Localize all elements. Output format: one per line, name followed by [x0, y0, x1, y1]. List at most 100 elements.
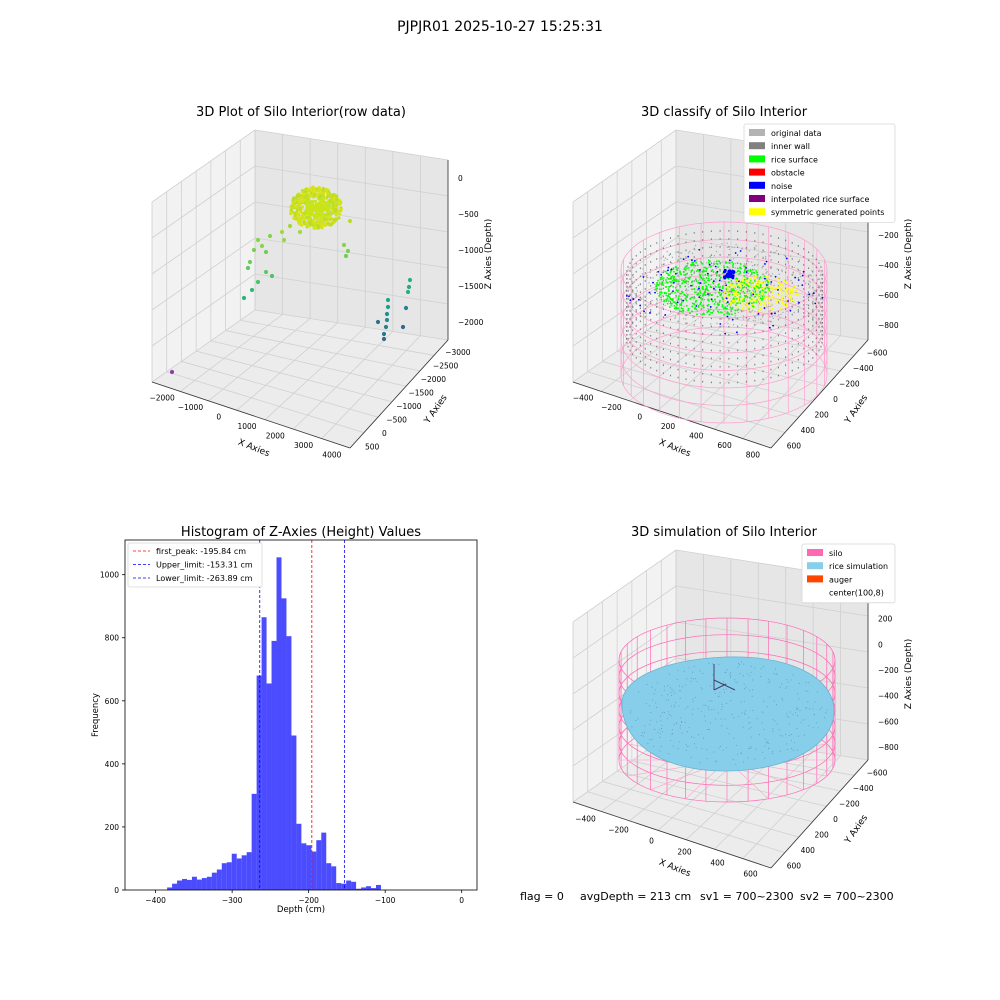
data-point	[754, 371, 756, 374]
texture-dot	[675, 702, 677, 704]
texture-dot	[661, 712, 663, 714]
texture-dot	[642, 735, 644, 737]
data-point	[762, 273, 764, 276]
data-point	[737, 333, 739, 336]
histogram-bar	[276, 557, 282, 890]
data-point	[650, 350, 652, 353]
data-point	[695, 308, 698, 311]
data-point	[764, 298, 767, 301]
data-point	[685, 273, 687, 276]
grid-line	[742, 755, 841, 859]
data-point	[721, 304, 724, 306]
data-point	[719, 357, 721, 360]
histogram-bar	[336, 883, 342, 890]
data-point	[752, 289, 754, 292]
data-point	[723, 266, 726, 269]
data-point	[702, 364, 704, 367]
data-point	[730, 308, 733, 310]
data-point	[677, 307, 680, 310]
data-point	[791, 313, 793, 316]
data-point	[330, 209, 335, 213]
data-point	[331, 203, 335, 208]
data-point	[762, 354, 764, 357]
texture-dot	[685, 743, 687, 745]
data-point	[668, 296, 671, 299]
data-point	[820, 345, 822, 348]
data-point	[627, 322, 629, 324]
data-point	[780, 299, 783, 302]
texture-dot	[774, 720, 776, 722]
data-point	[693, 363, 695, 366]
data-point	[797, 366, 799, 369]
data-point	[662, 263, 664, 266]
data-point	[803, 307, 805, 310]
data-point	[635, 301, 637, 303]
data-point	[312, 193, 316, 197]
data-point	[722, 298, 724, 300]
data-point	[318, 216, 322, 221]
data-point	[710, 270, 712, 272]
data-point	[656, 299, 658, 302]
data-point	[626, 326, 628, 328]
texture-dot	[743, 700, 745, 702]
data-point	[731, 261, 734, 264]
texture-dot	[659, 737, 661, 739]
data-point	[822, 290, 823, 292]
data-point	[639, 267, 641, 270]
data-point	[745, 372, 747, 375]
data-point	[726, 272, 730, 276]
data-point	[672, 301, 675, 304]
data-point	[797, 310, 799, 313]
data-point	[693, 296, 696, 299]
data-point	[746, 292, 748, 295]
grid-line	[254, 309, 449, 341]
data-point	[702, 372, 704, 375]
data-point	[765, 291, 767, 294]
data-point	[650, 301, 652, 303]
data-point	[666, 302, 669, 305]
data-point	[661, 283, 663, 286]
histogram-bar	[226, 862, 232, 890]
data-point	[677, 283, 679, 285]
texture-dot	[743, 683, 745, 685]
data-point	[677, 376, 679, 379]
data-point	[798, 259, 801, 261]
data-point	[693, 355, 695, 358]
data-point	[788, 299, 791, 302]
z-tick-label: −2000	[458, 318, 484, 327]
data-point	[745, 260, 748, 262]
data-point	[783, 303, 786, 305]
data-point	[792, 292, 794, 295]
data-point	[762, 265, 764, 268]
data-point	[768, 320, 770, 323]
data-point	[685, 289, 687, 292]
data-point	[792, 287, 794, 290]
data-point	[656, 329, 658, 332]
data-point	[762, 314, 764, 317]
data-point	[319, 201, 323, 205]
data-point	[710, 278, 712, 280]
texture-dot	[752, 709, 754, 711]
texture-dot	[708, 729, 710, 731]
texture-dot	[694, 696, 696, 698]
legend-swatch	[749, 195, 765, 202]
data-point	[684, 268, 687, 271]
data-point	[709, 265, 712, 268]
texture-dot	[679, 725, 681, 727]
data-point	[820, 337, 822, 340]
texture-dot	[703, 737, 705, 739]
texture-dot	[656, 721, 658, 723]
data-point	[683, 281, 686, 284]
data-point	[673, 275, 676, 278]
data-point	[699, 268, 701, 271]
data-point	[737, 246, 739, 248]
data-point	[639, 307, 641, 310]
data-point	[815, 305, 817, 308]
texture-dot	[809, 708, 811, 710]
data-point	[785, 288, 788, 291]
data-point	[310, 213, 314, 217]
y-tick-label: −200	[839, 800, 860, 809]
data-point	[750, 311, 752, 313]
plot-frame	[124, 539, 478, 891]
data-point	[662, 348, 664, 351]
